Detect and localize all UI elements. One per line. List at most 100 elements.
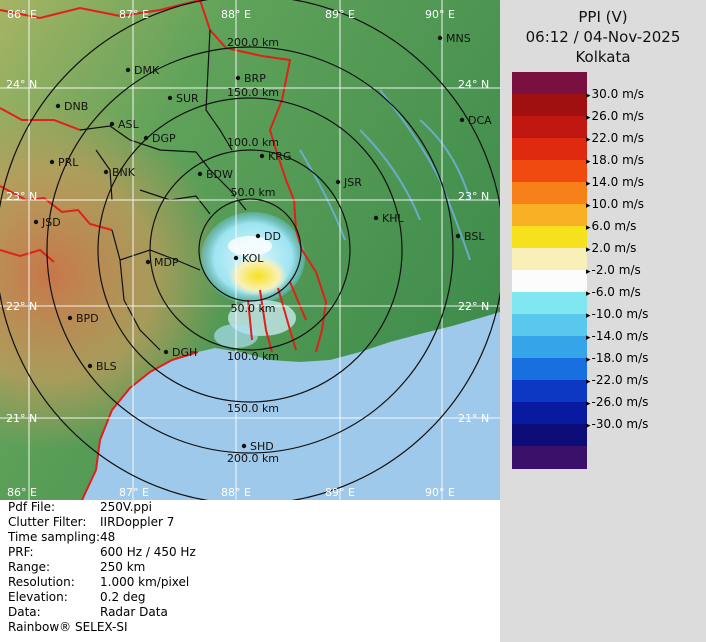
station-label: DGH	[172, 346, 197, 359]
legend-swatch	[512, 182, 587, 205]
station-shd: SHD	[241, 440, 274, 453]
station-label: ASL	[118, 118, 140, 131]
station-label: DD	[264, 230, 281, 243]
station-dot-icon	[163, 349, 169, 355]
legend-label: -26.0 m/s	[586, 395, 649, 411]
station-bnk: BNK	[103, 166, 136, 179]
legend-swatch	[512, 380, 587, 403]
station-label: KOL	[242, 252, 264, 265]
station-label: BRP	[244, 72, 266, 85]
range-ring-label: 150.0 km	[227, 86, 279, 99]
station-label: SHD	[250, 440, 274, 453]
station-dot-icon	[109, 121, 115, 127]
station-dot-icon	[103, 169, 109, 175]
legend-swatch	[512, 358, 587, 381]
info-value: 600 Hz / 450 Hz	[100, 545, 196, 559]
station-label: SUR	[176, 92, 199, 105]
info-row: Resolution: 1.000 km/pixel	[8, 575, 206, 590]
longitude-label: 86° E	[7, 486, 37, 499]
longitude-label: 88° E	[221, 486, 251, 499]
info-value: IIRDoppler 7	[100, 515, 175, 529]
info-key: PRF:	[8, 545, 34, 559]
longitude-label: 89° E	[325, 486, 355, 499]
station-krg: KRG	[259, 150, 291, 163]
legend-swatch	[512, 336, 587, 359]
station-jsd: JSD	[33, 216, 61, 229]
district-lines	[79, 29, 247, 351]
station-kol: KOL	[233, 252, 264, 265]
range-ring-label: 50.0 km	[230, 186, 275, 199]
latitude-label: 23° N	[6, 190, 37, 203]
longitude-label: 90° E	[425, 8, 455, 21]
station-sur: SUR	[167, 92, 199, 105]
legend-label: -10.0 m/s	[586, 307, 649, 323]
latitude-label: 24° N	[6, 78, 37, 91]
info-key: Time sampling:	[8, 530, 101, 544]
info-row: Elevation: 0.2 deg	[8, 590, 206, 605]
station-bdw: BDW	[197, 168, 233, 181]
longitude-label: 88° E	[221, 8, 251, 21]
station-dot-icon	[233, 255, 239, 261]
longitude-label: 87° E	[119, 486, 149, 499]
boundary-lines	[0, 0, 328, 500]
legend-label: -30.0 m/s	[586, 417, 649, 433]
station-label: MNS	[446, 32, 471, 45]
station-dca: DCA	[459, 114, 492, 127]
station-dgp: DGP	[143, 132, 176, 145]
station-dmk: DMK	[125, 64, 160, 77]
station-bls: BLS	[87, 360, 117, 373]
range-rings	[0, 0, 500, 500]
station-dnb: DNB	[55, 100, 88, 113]
info-key: Data:	[8, 605, 41, 619]
legend-swatch	[512, 138, 587, 161]
legend-label: 18.0 m/s	[586, 153, 645, 169]
legend-swatch	[512, 314, 587, 337]
station-jsr: JSR	[335, 176, 362, 189]
station-label: BNK	[112, 166, 136, 179]
station-label: JSR	[343, 176, 362, 189]
station-dot-icon	[125, 67, 131, 73]
info-value: 0.2 deg	[100, 590, 146, 604]
station-dot-icon	[373, 215, 379, 221]
legend-swatch	[512, 292, 587, 315]
station-dot-icon	[455, 233, 461, 239]
station-dot-icon	[49, 159, 55, 165]
legend-label: -22.0 m/s	[586, 373, 649, 389]
station-label: DCA	[468, 114, 492, 127]
legend-label: -6.0 m/s	[586, 285, 641, 301]
legend-label: -2.0 m/s	[586, 263, 641, 279]
station-label: BPD	[76, 312, 99, 325]
station-dot-icon	[167, 95, 173, 101]
info-key: Resolution:	[8, 575, 75, 589]
velocity-legend	[512, 72, 587, 469]
legend-swatch	[512, 402, 587, 425]
legend-swatch	[512, 446, 587, 469]
radar-map[interactable]: 86° E 87° E 88° E 89° E 90° E 86° E 87° E 88° E…	[0, 0, 500, 500]
longitude-label: 87° E	[119, 8, 149, 21]
station-dot-icon	[259, 153, 265, 159]
latitude-label: 23° N	[458, 190, 489, 203]
station-dot-icon	[459, 117, 465, 123]
station-dot-icon	[437, 35, 443, 41]
scan-datetime: 06:12 / 04-Nov-2025	[525, 28, 681, 46]
bay-of-bengal	[82, 312, 500, 500]
station-dot-icon	[235, 75, 241, 81]
radar-echo	[201, 212, 305, 348]
station-khl: KHL	[373, 212, 404, 225]
station-prl: PRL	[49, 156, 79, 169]
info-row: Clutter Filter: IIRDoppler 7	[8, 515, 206, 530]
latitude-label: 21° N	[6, 412, 37, 425]
station-label: BDW	[206, 168, 233, 181]
station-dot-icon	[67, 315, 73, 321]
range-ring-label: 200.0 km	[227, 36, 279, 49]
legend-swatch	[512, 424, 587, 447]
legend-label: 6.0 m/s	[586, 219, 637, 235]
station-label: JSD	[41, 216, 61, 229]
info-key: Elevation:	[8, 590, 68, 604]
info-row: PRF: 600 Hz / 450 Hz	[8, 545, 206, 560]
station-label: BSL	[464, 230, 485, 243]
station-dot-icon	[241, 443, 247, 449]
longitude-label: 86° E	[7, 8, 37, 21]
station-dot-icon	[55, 103, 61, 109]
legend-label: 30.0 m/s	[586, 87, 645, 103]
